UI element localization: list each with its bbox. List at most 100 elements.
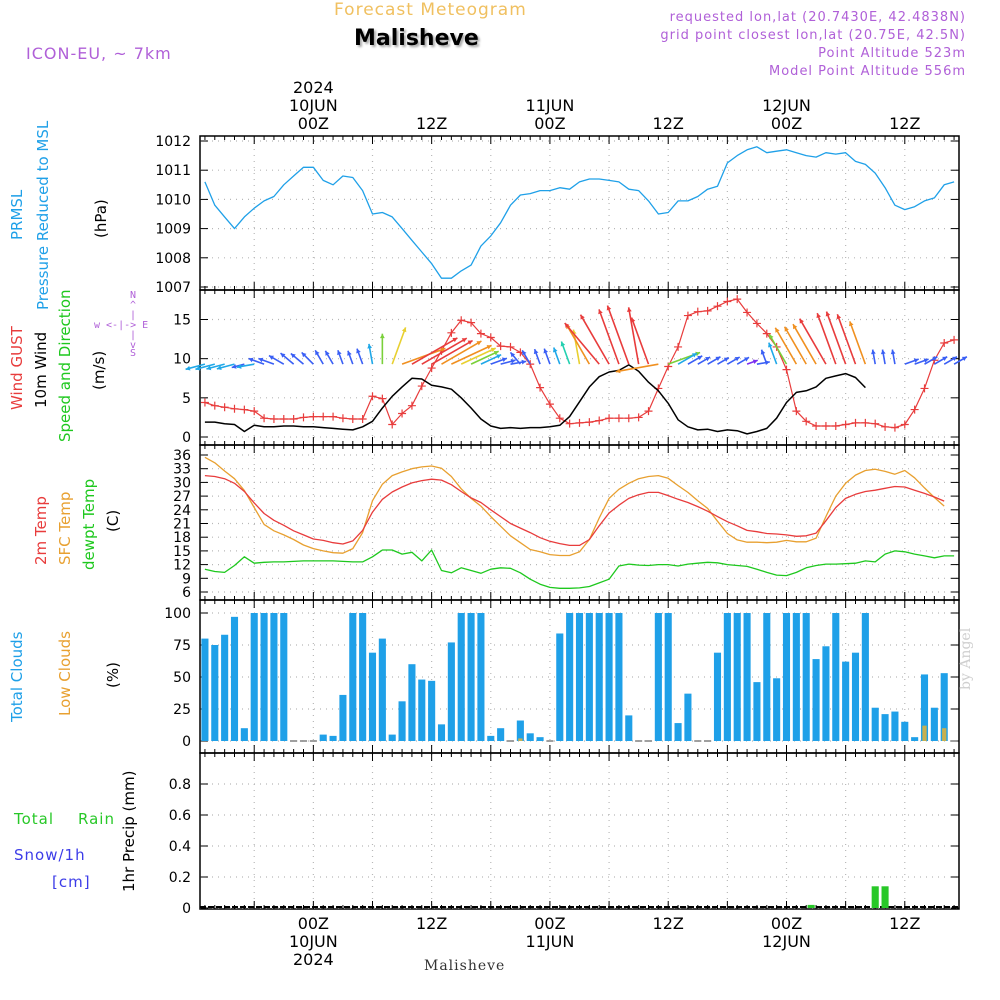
y-tick-label: 0 (182, 901, 191, 917)
wind-arrow-head (510, 358, 516, 364)
y-tick-label: 0.4 (169, 839, 191, 855)
gridlines (200, 136, 959, 909)
wind-arrow-head (752, 359, 758, 365)
gust-marker (467, 318, 476, 327)
gust-marker (299, 413, 308, 422)
gust-marker (200, 398, 209, 407)
wind-arrow (792, 323, 817, 365)
gust-marker (358, 414, 367, 423)
total-cloud-bar (428, 680, 436, 741)
total-cloud-bar (260, 613, 268, 741)
wind-arrow (565, 323, 591, 365)
wind-arrow-head (691, 353, 697, 358)
wind-arrow-head (185, 365, 191, 371)
time-label-bottom: 12Z (889, 914, 920, 933)
total-cloud-bar (615, 613, 623, 741)
wind-arrow-head (769, 334, 774, 340)
wind-10m-line (204, 364, 866, 435)
gust-marker (427, 364, 436, 373)
wind-arrow (630, 317, 650, 365)
wind-arrow (768, 333, 788, 365)
wind-arrow (774, 327, 798, 365)
wind-arrow-head (522, 350, 527, 356)
wind-arrow-head (784, 326, 789, 332)
gust-marker (250, 407, 259, 416)
precip-rain-label: Rain (78, 810, 115, 828)
y-tick-label: 10 (173, 352, 191, 368)
gust-marker (683, 311, 692, 320)
total-cloud-bar (891, 711, 899, 741)
wind-arrow-head (952, 356, 958, 362)
total-cloud-bar (240, 728, 248, 741)
wind-arrow-head (564, 323, 570, 328)
wind-arrow-head (552, 347, 558, 353)
total-cloud-bar (881, 714, 889, 741)
wind-arrow-head (206, 365, 212, 371)
y-tick-label: 36 (173, 448, 191, 464)
wind-arrow-head (379, 333, 385, 339)
gust-marker (260, 414, 269, 423)
time-label-top: 12JUN (762, 96, 811, 115)
gust-marker (733, 295, 742, 304)
gust-marker (802, 417, 811, 426)
gust-marker (279, 414, 288, 423)
gust-marker (614, 414, 623, 423)
gust-marker (752, 319, 761, 328)
wind-arrow (411, 337, 458, 365)
total-cloud-bar (388, 734, 396, 741)
y-tick-label: 18 (173, 530, 191, 546)
total-cloud-bar (575, 613, 584, 741)
total-cloud-bar (487, 735, 495, 741)
rain-bar (871, 886, 879, 908)
y-tick-label: 1008 (155, 251, 191, 267)
wind-10m-label: 10m Wind (32, 331, 50, 408)
gust-marker (230, 404, 239, 413)
dewpt-line (204, 549, 955, 589)
total-clouds-label: Total Clouds (8, 631, 26, 722)
time-label-top: 00Z (771, 114, 802, 133)
wind-arrow-head (493, 350, 499, 356)
wind-arrow-head (510, 352, 516, 358)
time-label-bottom: 00Z (771, 914, 802, 933)
data-marks (185, 146, 968, 908)
time-label-bottom: 12JUN (762, 932, 811, 951)
gust-marker (457, 316, 466, 325)
wind-arrow (606, 305, 630, 365)
gust-marker (743, 308, 752, 317)
pressure-unit: (hPa) (92, 199, 110, 238)
gust-marker (812, 422, 821, 431)
gust-marker (289, 414, 298, 423)
time-label-top: 00Z (298, 114, 329, 133)
gust-marker (950, 335, 959, 344)
wind-arrow (825, 311, 847, 365)
gust-marker (476, 329, 485, 338)
gust-marker (900, 420, 909, 429)
gust-marker (890, 423, 899, 432)
y-tick-label: 0.8 (169, 777, 191, 793)
gust-marker (831, 422, 840, 431)
wind-arrow-head (440, 347, 446, 353)
y-tick-label: 25 (173, 702, 191, 718)
pressure-label-1: PRMSL (8, 189, 26, 240)
pressure-line (204, 146, 955, 279)
gust-marker (693, 307, 702, 316)
compass-up-arrow: ^ (130, 300, 137, 311)
wind-arrow (441, 340, 482, 365)
time-label-top: 12Z (889, 114, 920, 133)
gust-marker (486, 333, 495, 342)
time-label-top: 11JUN (526, 96, 575, 115)
total-cloud-bar (467, 613, 475, 741)
y-tick-label: 1011 (155, 163, 191, 179)
total-cloud-bar (684, 693, 692, 741)
wind-arrow (627, 307, 640, 365)
time-label-top: 12Z (416, 114, 447, 133)
wind-arrow-head (268, 355, 274, 360)
total-cloud-bar (802, 613, 810, 741)
total-cloud-bar (526, 733, 534, 741)
wind-arrow-head (195, 365, 201, 371)
gust-marker (398, 409, 407, 418)
gust-marker (269, 414, 278, 423)
gust-marker (319, 412, 328, 421)
wind-arrow-head (501, 357, 507, 363)
wind-arrow-head (452, 337, 458, 343)
